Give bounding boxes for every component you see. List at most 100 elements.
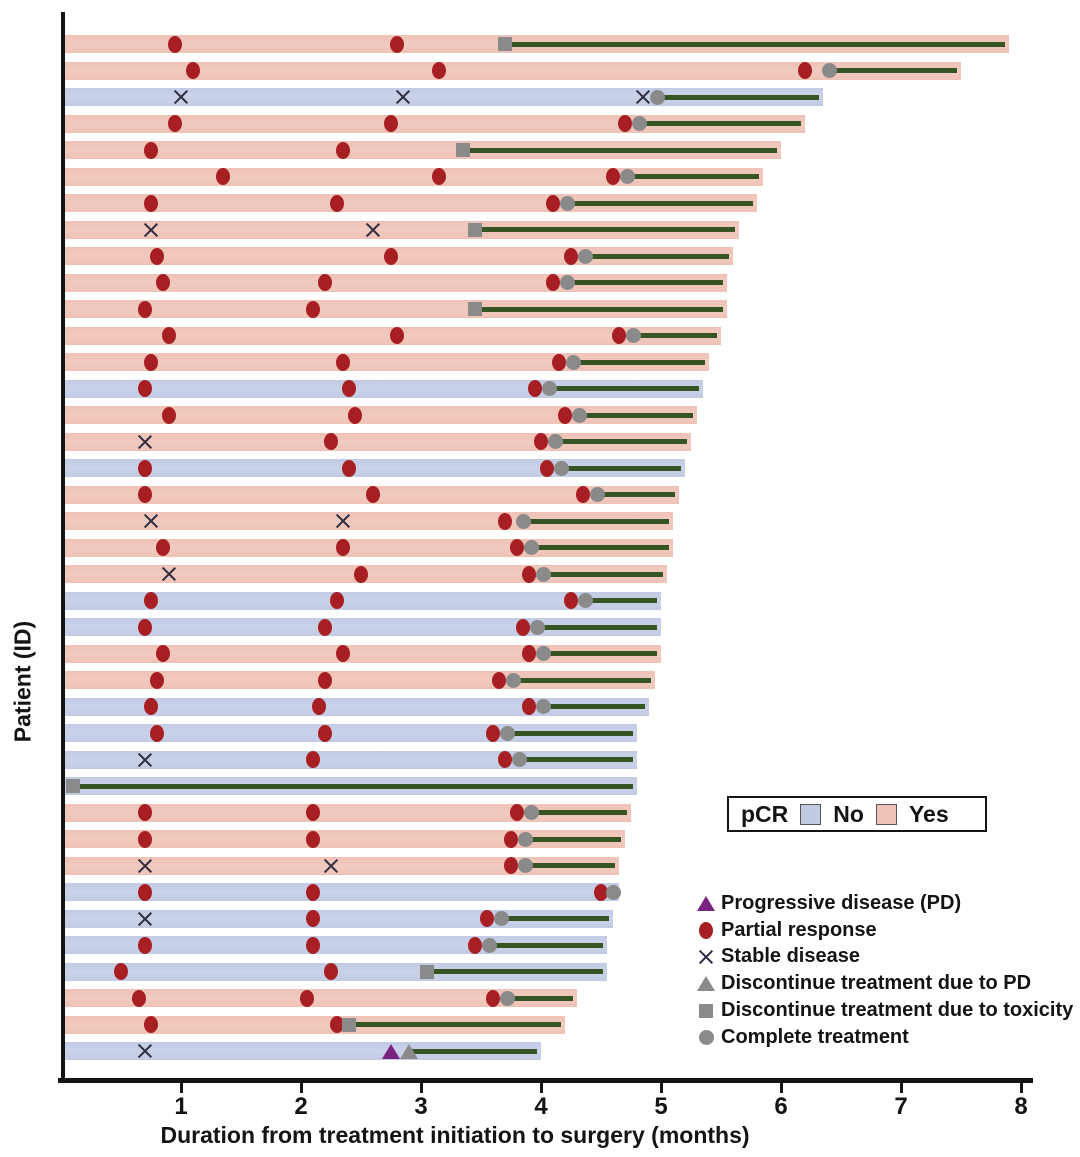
- marker-stable-disease: [142, 512, 160, 530]
- post-treatment-line: [427, 969, 603, 974]
- x-tick: [1019, 1083, 1023, 1093]
- marker-discontinue-due-to-toxicity: [66, 779, 80, 793]
- marker-partial-response: [354, 565, 368, 583]
- x-tick-label: 2: [294, 1093, 308, 1120]
- marker-partial-response: [306, 936, 320, 954]
- patient-bar: [63, 750, 637, 769]
- marker-complete-treatment: [631, 116, 647, 131]
- marker-partial-response: [486, 989, 500, 1007]
- marker-complete-treatment: [698, 1029, 714, 1045]
- pcr-yes-label: Yes: [908, 800, 949, 827]
- marker-partial-response: [612, 327, 626, 344]
- marker-stable-disease: [394, 88, 412, 106]
- x-tick-label: 1: [174, 1093, 188, 1120]
- post-treatment-line: [507, 995, 573, 1001]
- marker-complete-treatment: [571, 407, 587, 423]
- marker-stable-disease: [136, 910, 154, 928]
- marker-partial-response: [216, 168, 230, 185]
- marker-legend-label: Complete treatment: [721, 1025, 909, 1048]
- post-treatment-line: [409, 1048, 537, 1054]
- post-treatment-line: [627, 174, 759, 179]
- post-treatment-line: [567, 280, 723, 285]
- marker-complete-treatment: [535, 699, 551, 714]
- patient-bar: [63, 1042, 541, 1060]
- marker-legend-label: Discontinue treatment due to toxicity: [721, 999, 1074, 1022]
- marker-discontinue-due-to-toxicity: [699, 1003, 713, 1018]
- marker-discontinue-due-to-toxicity: [468, 302, 482, 316]
- marker-partial-response: [330, 194, 344, 212]
- marker-stable-disease: [334, 512, 352, 530]
- marker-partial-response: [594, 883, 608, 901]
- discontinue-due-to-pd-icon: [695, 973, 721, 995]
- marker-stable-disease: [322, 857, 340, 875]
- marker-partial-response: [138, 618, 152, 636]
- post-treatment-line: [519, 757, 633, 762]
- post-treatment-line: [543, 571, 663, 577]
- x-axis-label: Duration from treatment initiation to su…: [160, 1122, 750, 1148]
- marker-partial-response: [306, 751, 320, 768]
- marker-partial-response: [480, 910, 494, 927]
- marker-partial-response: [492, 671, 506, 689]
- post-treatment-line: [525, 836, 621, 842]
- marker-partial-response: [306, 830, 320, 848]
- marker-partial-response: [330, 1016, 344, 1033]
- patient-bar: [63, 88, 823, 106]
- marker-complete-treatment: [589, 487, 605, 502]
- marker-partial-response: [156, 274, 170, 291]
- post-treatment-line: [567, 200, 753, 206]
- marker-partial-response: [318, 618, 332, 636]
- x-tick: [659, 1083, 663, 1093]
- marker-complete-treatment: [529, 619, 545, 635]
- marker-complete-treatment: [565, 354, 581, 370]
- post-treatment-line: [489, 942, 603, 948]
- post-treatment-line: [561, 465, 681, 471]
- post-treatment-line: [573, 359, 705, 365]
- patient-bar: [63, 61, 961, 80]
- post-treatment-line: [475, 306, 723, 312]
- marker-legend-row: Partial response: [695, 917, 1073, 944]
- patient-bar: [63, 406, 697, 424]
- marker-partial-response: [330, 592, 344, 609]
- marker-partial-response: [156, 645, 170, 662]
- marker-partial-response: [540, 459, 554, 477]
- post-treatment-line: [501, 916, 609, 921]
- marker-complete-treatment: [625, 328, 641, 343]
- post-treatment-line: [523, 518, 669, 524]
- marker-stable-disease: [136, 751, 154, 769]
- post-treatment-line: [657, 94, 819, 100]
- marker-discontinue-due-to-toxicity: [468, 222, 482, 237]
- marker-partial-response: [546, 194, 560, 212]
- marker-partial-response: [306, 910, 320, 927]
- post-treatment-line: [579, 412, 693, 418]
- post-treatment-line: [543, 651, 657, 656]
- y-axis-line: [61, 12, 65, 1082]
- post-treatment-line: [549, 386, 699, 391]
- marker-partial-response: [144, 1016, 158, 1033]
- marker-complete-treatment: [535, 566, 551, 582]
- marker-stable-disease: [136, 857, 154, 875]
- marker-discontinue-due-to-toxicity: [420, 964, 434, 979]
- marker-legend-row: Discontinue treatment due to toxicity: [695, 997, 1073, 1024]
- post-treatment-line: [585, 598, 657, 603]
- marker-partial-response: [522, 645, 536, 662]
- pcr-yes-swatch: [875, 803, 897, 825]
- marker-partial-response: [300, 989, 314, 1007]
- x-tick-label: 8: [1014, 1093, 1028, 1120]
- marker-stable-disease: [160, 565, 178, 583]
- marker-partial-response: [132, 989, 146, 1007]
- marker-partial-response: [306, 804, 320, 821]
- x-tick: [179, 1083, 183, 1093]
- marker-partial-response: [312, 698, 326, 715]
- marker-discontinue-due-to-toxicity: [498, 37, 512, 51]
- patient-bar: [63, 591, 661, 610]
- marker-complete-treatment: [535, 646, 551, 661]
- marker-partial-response: [558, 406, 572, 424]
- marker-discontinue-due-to-pd: [400, 1043, 418, 1059]
- marker-partial-response: [138, 459, 152, 477]
- marker-partial-response: [150, 247, 164, 265]
- marker-partial-response: [144, 141, 158, 159]
- marker-partial-response: [138, 883, 152, 901]
- marker-complete-treatment: [559, 275, 575, 290]
- patient-bar: [63, 300, 727, 318]
